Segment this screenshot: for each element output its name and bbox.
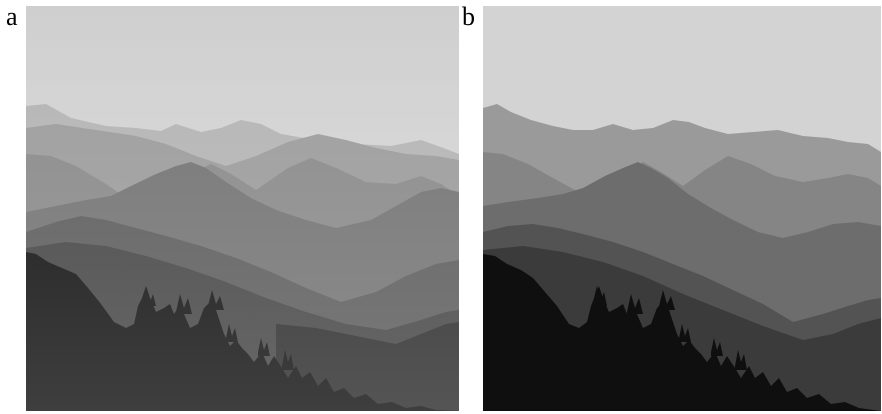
panel-b-landscape: [483, 6, 881, 411]
panel-a-image: [26, 6, 459, 411]
tree-silhouettes: [593, 286, 747, 370]
panel-b-label: b: [462, 2, 475, 31]
foreground-cliff-and-trees: [483, 254, 881, 411]
panel-a-label: a: [6, 2, 18, 31]
panel-a-landscape: [26, 6, 459, 411]
panel-b-image: [483, 6, 881, 411]
